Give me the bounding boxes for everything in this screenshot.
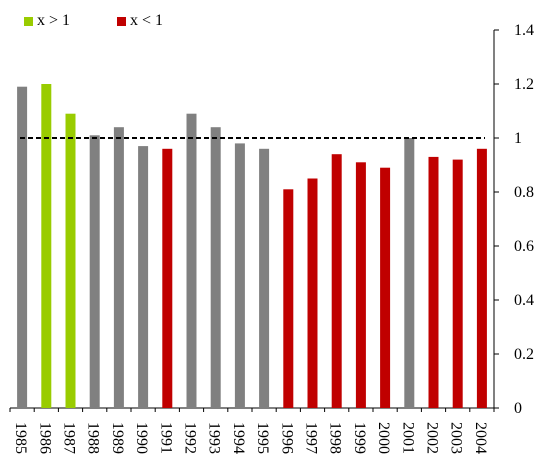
x-tick-label: 1999 [351, 422, 368, 454]
y-tick-label: 0 [514, 400, 522, 417]
x-tick-label: 1988 [85, 422, 102, 454]
bar [138, 146, 149, 408]
x-tick-label: 2000 [375, 422, 392, 454]
bar [428, 156, 439, 408]
x-tick-label: 1990 [133, 422, 150, 454]
bar [404, 138, 415, 408]
bar [283, 189, 294, 408]
x-tick-label: 1994 [230, 422, 247, 454]
x-tick-label: 1987 [61, 422, 78, 454]
legend-swatch-red [117, 16, 126, 26]
x-tick-label: 1985 [12, 422, 29, 454]
x-tick-label: 1995 [254, 422, 271, 454]
y-tick-label: 0.4 [514, 292, 534, 309]
x-tick-label: 1989 [109, 422, 126, 454]
x-tick-label: 1996 [278, 422, 295, 454]
bar [452, 159, 463, 408]
x-tick-label: 1997 [303, 422, 320, 454]
bar [113, 127, 124, 408]
bar [17, 86, 28, 408]
bar [234, 143, 245, 408]
legend-label-above: x > 1 [37, 12, 71, 29]
x-tick-label: 1991 [157, 422, 174, 454]
legend-item-above: x > 1 [24, 12, 70, 30]
x-tick-label: 1986 [36, 422, 53, 454]
y-tick-label: 0.6 [514, 238, 534, 255]
y-tick-label: 0.8 [514, 184, 534, 201]
x-tick-label: 2002 [424, 422, 441, 454]
bar [162, 148, 173, 409]
y-tick-label: 1 [514, 130, 522, 147]
bar [476, 148, 487, 409]
bar [355, 162, 366, 408]
y-tick-label: 0.2 [514, 346, 534, 363]
y-tick-label: 1.4 [514, 22, 534, 39]
y-tick-label: 1.2 [514, 76, 534, 93]
bar [41, 84, 52, 408]
x-tick-label: 2001 [399, 422, 416, 454]
x-tick-label: 2003 [448, 422, 465, 454]
bar [210, 127, 221, 408]
bar [331, 154, 342, 408]
x-tick-label: 2004 [472, 422, 489, 454]
x-tick-label: 1998 [327, 422, 344, 454]
bar [259, 148, 270, 409]
bar [380, 167, 391, 408]
bar [186, 113, 197, 408]
bar [307, 178, 318, 408]
x-tick-label: 1993 [206, 422, 223, 454]
legend-label-below: x < 1 [130, 12, 164, 29]
x-tick-label: 1992 [182, 422, 199, 454]
bar [89, 135, 100, 409]
bar [65, 113, 76, 408]
legend-item-below: x < 1 [117, 12, 163, 30]
legend-swatch-green [24, 16, 33, 26]
